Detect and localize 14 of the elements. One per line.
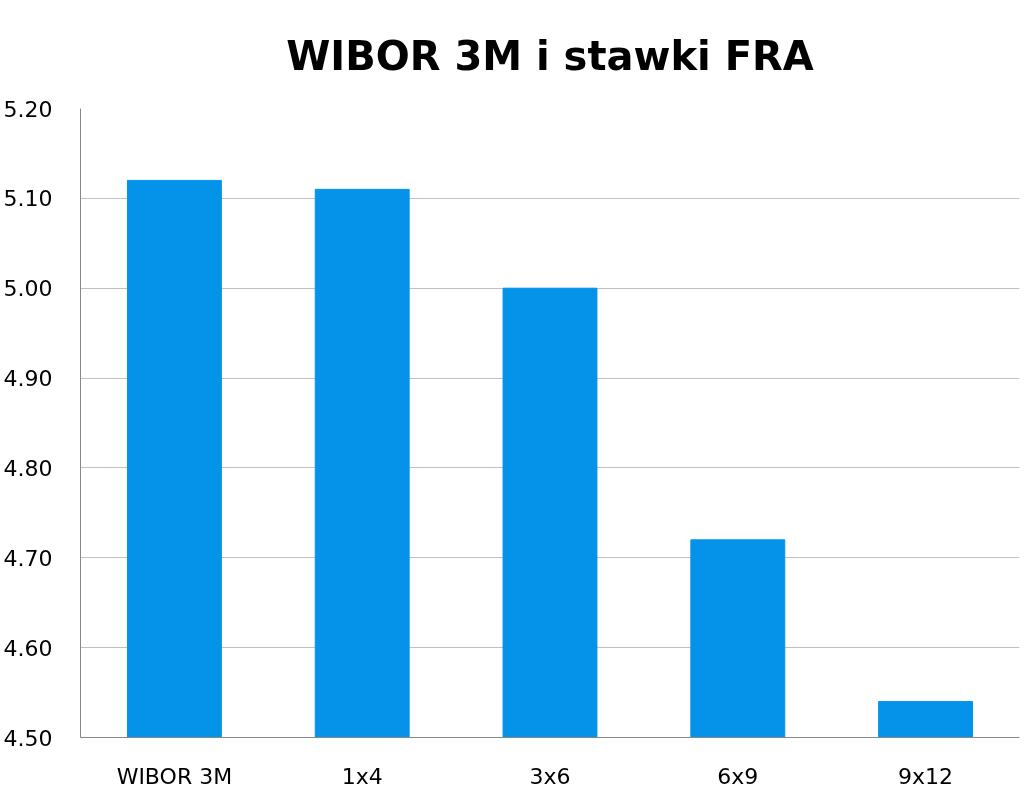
y-tick-label: 4.50 [3,725,53,751]
y-tick-label: 5.10 [3,186,53,212]
x-tick-label: 3x6 [529,763,571,789]
y-tick-label: 5.00 [3,276,53,302]
y-tick-label: 4.70 [3,545,53,571]
y-tick-label: 4.80 [3,455,53,481]
chart-title: WIBOR 3M i stawki FRA [286,32,814,79]
x-tick-label: WIBOR 3M [116,763,233,789]
y-tick-label: 5.20 [3,96,53,122]
y-tick-label: 4.60 [3,635,53,661]
x-tick-label: 9x12 [898,763,954,789]
y-tick-label: 4.90 [3,366,53,392]
x-tick-label: 1x4 [341,763,383,789]
x-tick-label: 6x9 [717,763,759,789]
